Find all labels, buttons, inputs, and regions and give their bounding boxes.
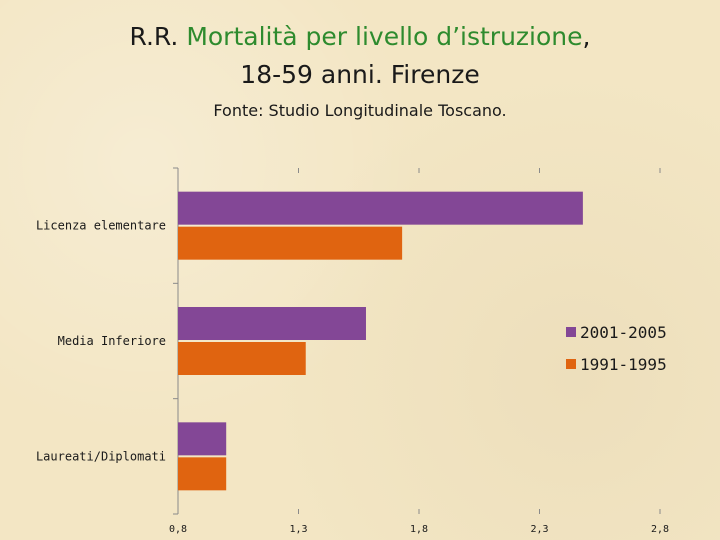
x-tick-label: 1,3 (289, 524, 307, 535)
title-suffix: , (582, 22, 591, 51)
title-highlight: Mortalità per livello d’istruzione (186, 22, 583, 51)
bar (178, 307, 366, 340)
x-tick-label: 2,8 (651, 524, 669, 535)
x-tick-label: 1,8 (410, 524, 428, 535)
bar (178, 226, 403, 260)
legend-swatch (566, 359, 576, 369)
bar (178, 191, 583, 225)
category-label: Licenza elementare (36, 219, 166, 233)
bar (178, 422, 227, 456)
chart-title-line2: 18-59 anni. Firenze (240, 60, 480, 89)
bar (178, 457, 227, 491)
x-tick-label: 2,3 (530, 524, 548, 535)
category-label: Laureati/Diplomati (36, 449, 166, 463)
legend-label: 2001-2005 (580, 323, 667, 342)
legend-swatch (566, 327, 576, 337)
title-prefix: R.R. (129, 22, 187, 51)
x-tick-label: 0,8 (169, 524, 187, 535)
chart-source: Fonte: Studio Longitudinale Toscano. (213, 101, 507, 120)
category-label: Media Inferiore (58, 334, 166, 348)
legend-label: 1991-1995 (580, 355, 667, 374)
bar (178, 342, 306, 375)
chart-title-line1: R.R. Mortalità per livello d’istruzione, (0, 22, 720, 51)
